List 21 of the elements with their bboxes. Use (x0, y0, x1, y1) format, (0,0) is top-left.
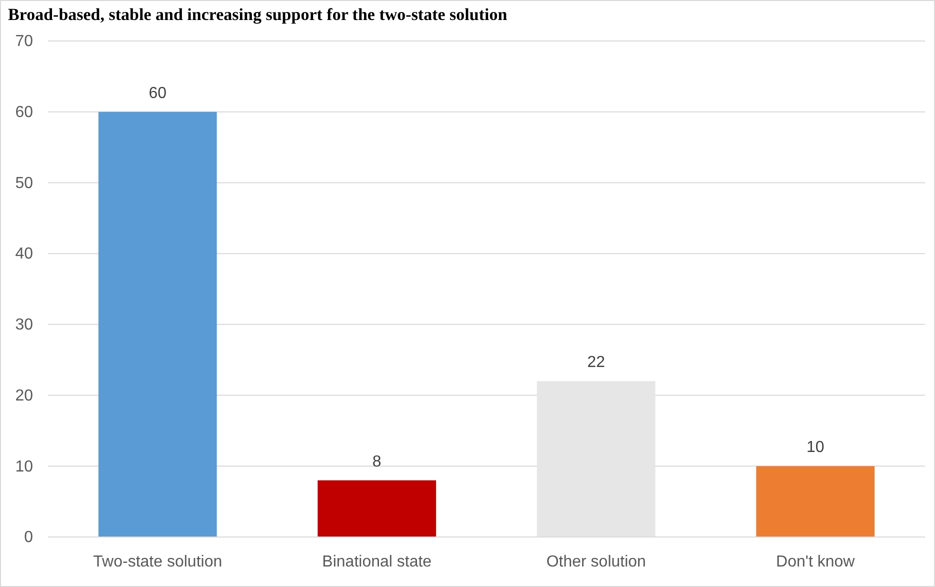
x-tick-label: Two-state solution (93, 553, 222, 570)
data-label: 10 (806, 439, 824, 456)
bar (536, 381, 656, 537)
y-tick-label: 0 (24, 529, 34, 546)
y-tick-label: 50 (15, 174, 34, 192)
bar (318, 480, 436, 537)
bar (98, 112, 217, 537)
chart-title: Broad-based, stable and increasing support for the two-state solution (8, 5, 508, 24)
y-tick-label: 60 (15, 104, 34, 121)
x-tick-label: Binational state (322, 553, 432, 570)
y-tick-label: 70 (15, 33, 34, 50)
x-tick-label: Don't know (776, 553, 856, 570)
y-tick-label: 10 (15, 458, 34, 476)
x-tick-label: Other solution (546, 553, 646, 570)
bar (756, 466, 875, 537)
data-label: 60 (148, 84, 167, 102)
y-tick-label: 20 (15, 387, 34, 404)
y-tick-label: 40 (15, 246, 34, 263)
data-label: 8 (372, 453, 382, 470)
y-tick-label: 30 (15, 316, 34, 334)
data-label: 22 (587, 354, 606, 372)
